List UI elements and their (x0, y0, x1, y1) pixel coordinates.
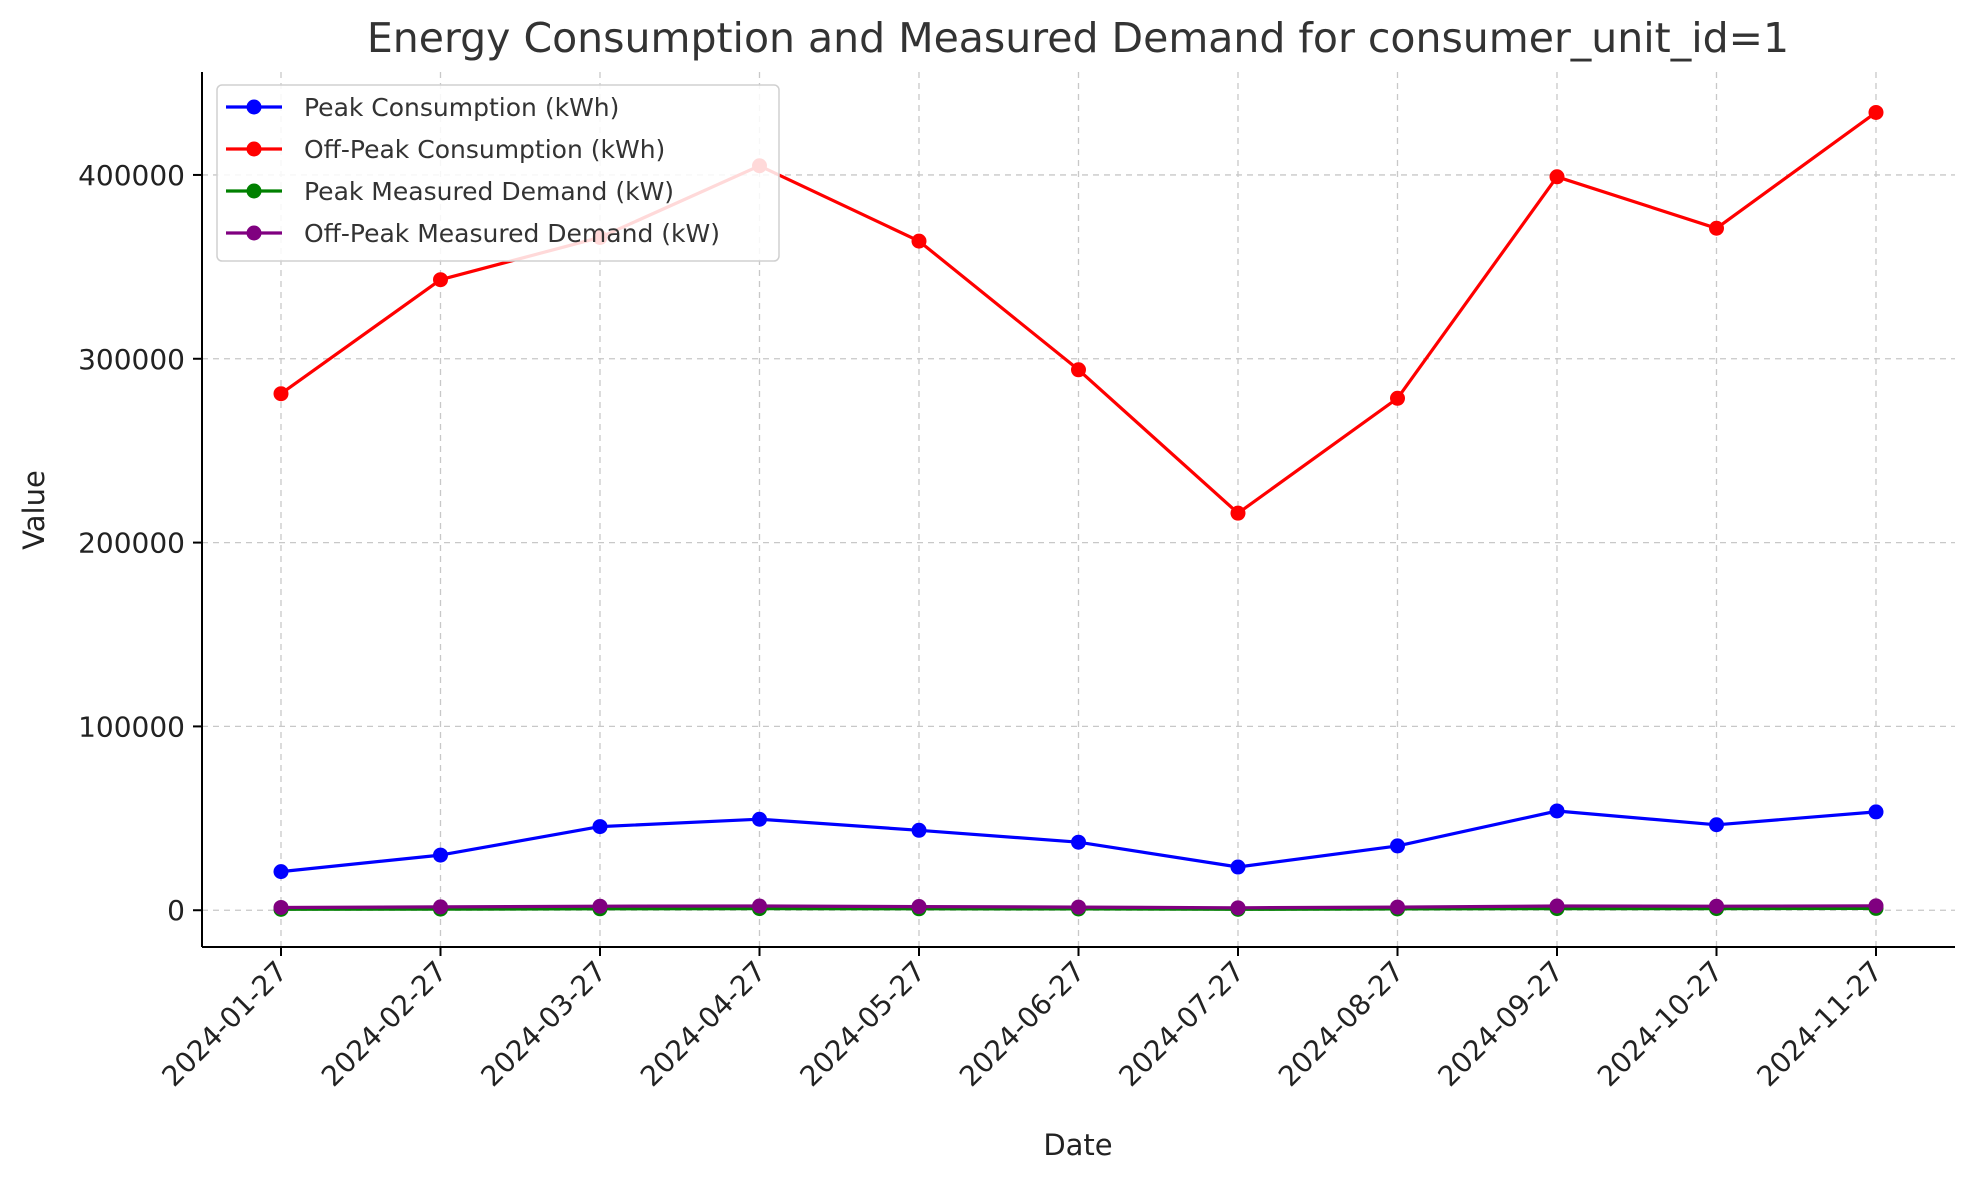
data-point-peak-consumption-kwh (1709, 817, 1724, 833)
data-point-off-peak-consumption-kwh (1868, 104, 1884, 120)
data-point-off-peak-measured-demand-kw (592, 898, 608, 914)
data-point-off-peak-consumption-kwh (1390, 390, 1405, 406)
data-point-off-peak-consumption-kwh (1709, 220, 1724, 236)
x-tick-label: 2024-11-27 (1751, 955, 1889, 1093)
data-point-off-peak-measured-demand-kw (273, 899, 289, 915)
x-tick-label: 2024-06-27 (953, 955, 1091, 1093)
x-tick-label: 2024-07-27 (1113, 955, 1251, 1093)
data-point-peak-consumption-kwh (1549, 803, 1565, 819)
data-point-peak-consumption-kwh (1390, 838, 1405, 854)
legend: Peak Consumption (kWh) Off-Peak Consumpti… (216, 84, 780, 262)
legend-swatch-marker (246, 141, 262, 157)
data-point-off-peak-measured-demand-kw (911, 899, 927, 915)
x-tick-label: 2024-04-27 (634, 955, 772, 1093)
data-point-off-peak-measured-demand-kw (1230, 900, 1246, 916)
x-tick-label: 2024-08-27 (1272, 955, 1410, 1093)
data-point-peak-consumption-kwh (1230, 859, 1246, 875)
data-point-peak-consumption-kwh (273, 864, 289, 880)
x-ticks: 2024-01-27 2024-02-27 2024-03-27 2024-04-27… (156, 947, 1889, 1093)
legend-label: Off-Peak Consumption (kWh) (304, 135, 665, 164)
legend-box (216, 84, 780, 262)
y-tick-label: 0 (167, 894, 185, 927)
y-tick-label: 100000 (78, 710, 185, 743)
legend-label: Peak Consumption (kWh) (304, 93, 619, 122)
x-tick-label: 2024-01-27 (156, 955, 294, 1093)
y-tick-label: 300000 (78, 343, 185, 376)
x-tick-label: 2024-10-27 (1591, 955, 1729, 1093)
data-point-off-peak-consumption-kwh (1549, 169, 1565, 185)
legend-swatch-marker (246, 183, 262, 199)
data-point-off-peak-consumption-kwh (1071, 362, 1086, 378)
x-tick-label: 2024-09-27 (1432, 955, 1570, 1093)
legend-swatch-marker (246, 225, 262, 241)
data-point-off-peak-measured-demand-kw (1868, 898, 1884, 914)
x-tick-label: 2024-05-27 (794, 955, 932, 1093)
chart-title: Energy Consumption and Measured Demand f… (367, 14, 1789, 62)
x-tick-label: 2024-02-27 (315, 955, 453, 1093)
data-point-off-peak-consumption-kwh (1230, 505, 1246, 521)
data-point-off-peak-measured-demand-kw (1390, 899, 1405, 915)
data-point-peak-consumption-kwh (1071, 834, 1086, 850)
y-axis-label: Value (17, 470, 51, 550)
x-tick-label: 2024-03-27 (475, 955, 613, 1093)
data-point-peak-consumption-kwh (1868, 804, 1884, 820)
legend-swatch-marker (246, 99, 262, 115)
data-point-off-peak-consumption-kwh (433, 272, 448, 288)
data-point-peak-consumption-kwh (592, 819, 608, 835)
legend-label: Off-Peak Measured Demand (kW) (304, 219, 720, 248)
data-point-off-peak-consumption-kwh (911, 233, 927, 249)
data-point-peak-consumption-kwh (433, 847, 448, 863)
data-point-off-peak-measured-demand-kw (433, 899, 448, 915)
data-point-off-peak-measured-demand-kw (752, 898, 767, 914)
data-point-peak-consumption-kwh (752, 811, 767, 827)
data-point-off-peak-measured-demand-kw (1549, 898, 1565, 914)
data-point-off-peak-consumption-kwh (273, 386, 289, 402)
data-point-peak-consumption-kwh (911, 822, 927, 838)
data-point-off-peak-measured-demand-kw (1071, 899, 1086, 915)
y-tick-label: 200000 (78, 527, 185, 560)
y-ticks: 0 100000 200000 300000 400000 (78, 159, 202, 927)
x-axis-label: Date (1043, 1128, 1112, 1162)
legend-label: Peak Measured Demand (kW) (304, 177, 674, 206)
y-tick-label: 400000 (78, 159, 185, 192)
data-point-off-peak-measured-demand-kw (1709, 898, 1724, 914)
